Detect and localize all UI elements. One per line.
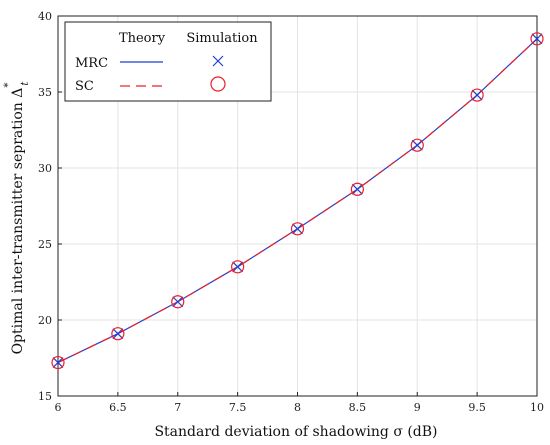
marker-mrc-3 xyxy=(232,261,244,273)
legend-marker-mrc-stroke-b xyxy=(212,55,224,67)
y-axis-label-text: Optimal inter-transmitter sepration Δ xyxy=(10,88,26,355)
y-axis-label-subscript: t xyxy=(20,81,31,86)
legend: Theory Simulation MRC SC xyxy=(64,21,272,102)
marker-sc-3 xyxy=(231,260,245,274)
marker-mrc-2-stroke-b xyxy=(172,296,184,308)
x-tick-label-4: 8 xyxy=(294,401,301,414)
marker-sc-6 xyxy=(410,138,424,152)
y-tick-label-0: 15 xyxy=(38,390,52,403)
marker-mrc-7-stroke-b xyxy=(471,89,483,101)
x-tick-label-5: 8.5 xyxy=(349,401,367,414)
marker-mrc-0 xyxy=(52,357,64,368)
marker-mrc-4-stroke-b xyxy=(292,223,303,235)
x-tick-label-3: 7.5 xyxy=(229,401,247,414)
y-tick-label-1: 20 xyxy=(38,314,52,327)
legend-header-theory: Theory xyxy=(119,31,166,46)
legend-label-sc: SC xyxy=(75,79,94,94)
x-tick-label-1: 6.5 xyxy=(109,401,127,414)
x-tick-label-2: 7 xyxy=(174,401,181,414)
legend-header-simulation: Simulation xyxy=(186,31,258,46)
marker-mrc-8 xyxy=(531,33,543,45)
marker-mrc-7 xyxy=(471,89,483,101)
marker-mrc-1 xyxy=(112,328,124,340)
x-tick-label-0: 6 xyxy=(55,401,62,414)
x-axis-label: Standard deviation of shadowing σ (dB) xyxy=(154,424,437,440)
marker-mrc-3-stroke-b xyxy=(232,261,244,273)
y-tick-label-3: 30 xyxy=(38,162,52,175)
marker-mrc-2 xyxy=(172,296,184,308)
marker-mrc-0-stroke-b xyxy=(52,357,64,368)
y-tick-label-2: 25 xyxy=(38,238,52,251)
marker-mrc-6-stroke-b xyxy=(411,139,423,151)
x-tick-label-8: 10 xyxy=(530,401,544,414)
marker-mrc-6 xyxy=(411,139,423,151)
ticks: 6 6.5 7 7.5 8 8.5 9 9.5 10 15 20 25 30 35 40 xyxy=(38,10,544,414)
marker-sc-7 xyxy=(470,88,484,102)
marker-sc-4 xyxy=(290,222,305,236)
marker-mrc-5-stroke-b xyxy=(351,183,363,195)
marker-mrc-1-stroke-b xyxy=(112,328,124,340)
legend-marker-mrc xyxy=(212,55,224,67)
x-tick-label-6: 9 xyxy=(414,401,421,414)
legend-marker-sc xyxy=(210,76,226,92)
y-axis-label-superscript: * xyxy=(3,83,14,88)
marker-sc-8 xyxy=(530,32,544,46)
legend-label-mrc: MRC xyxy=(75,56,108,71)
legend-box xyxy=(64,21,272,102)
marker-mrc-5 xyxy=(351,183,363,195)
y-tick-label-5: 40 xyxy=(38,10,52,23)
marker-sc-0 xyxy=(51,355,65,370)
marker-sc-1 xyxy=(111,327,125,341)
y-axis-label: Optimal inter-transmitter sepration Δ t * xyxy=(3,81,31,355)
x-tick-label-7: 9.5 xyxy=(468,401,486,414)
marker-mrc-8-stroke-b xyxy=(531,33,543,45)
series-markers xyxy=(51,32,544,370)
y-tick-label-4: 35 xyxy=(38,86,52,99)
marker-sc-5 xyxy=(350,182,364,196)
marker-sc-2 xyxy=(171,295,185,309)
marker-mrc-4 xyxy=(292,223,303,235)
